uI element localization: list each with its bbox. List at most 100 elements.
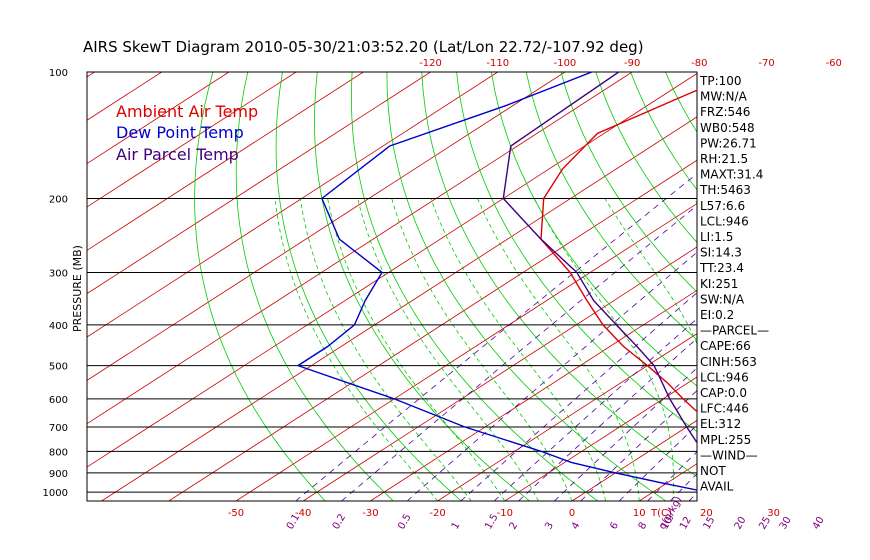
dry-adiabat-grid: [194, 72, 870, 501]
bottom-temp-tick-label: 20: [700, 508, 713, 519]
mixing-ratio-tick-label: 12: [678, 515, 694, 532]
stability-index-item: TT:23.4: [699, 261, 744, 275]
moist-adiabat-line: [533, 198, 674, 501]
dry-adiabat-line: [456, 72, 697, 433]
isotherm-line: [87, 72, 230, 165]
stability-index-item: EL:312: [700, 417, 741, 431]
isotherm-line: [235, 203, 697, 501]
mixing-ratio-line: [518, 337, 697, 501]
pressure-tick-label: 600: [49, 395, 68, 406]
bottom-temp-tick-label: 0: [569, 508, 575, 519]
dry-adiabat-line: [560, 72, 697, 293]
pressure-tick-label: 400: [49, 321, 68, 332]
stability-index-item: EI:0.2: [700, 308, 734, 322]
stability-index-item: CAPE:66: [700, 339, 751, 353]
pressure-tick-label: 500: [49, 362, 68, 373]
stability-index-item: LFC:446: [700, 402, 749, 416]
isotherm-line: [101, 116, 697, 501]
mixing-ratio-tick-label: 40: [811, 515, 827, 532]
dry-adiabat-line: [491, 72, 697, 387]
moist-adiabat-line: [327, 198, 506, 501]
mixing-ratio-line: [460, 292, 697, 501]
isotherm-line: [87, 72, 498, 338]
mixing-ratio-tick-label: 8: [637, 520, 650, 531]
stability-index-item: NOT: [700, 464, 726, 478]
mixing-ratio-line: [647, 451, 697, 501]
moist-adiabat-line: [357, 198, 539, 501]
pressure-tick-label: 700: [49, 423, 68, 434]
moist-adiabat-line: [604, 198, 697, 345]
bottom-axis-unit: T(C): [650, 508, 672, 519]
bottom-temp-tick-label: -20: [429, 508, 445, 519]
mixing-ratio-tick-label: 3: [543, 520, 556, 531]
moist-adiabat-line: [430, 198, 606, 501]
moist-adiabat-line: [477, 198, 640, 501]
mixing-ratio-line: [341, 205, 697, 501]
dry-adiabat-line: [235, 72, 394, 501]
bottom-temp-tick-label: 10: [633, 508, 646, 519]
isotherm-line: [302, 246, 697, 501]
y-axis-label: PRESSURE (MB): [71, 245, 84, 332]
stability-index-item: LCL:946: [700, 214, 749, 228]
stability-index-item: —PARCEL—: [700, 324, 769, 338]
dry-adiabat-line: [525, 72, 697, 341]
stability-index-item: AVAIL: [700, 480, 734, 494]
legend: Ambient Air Temp Dew Point Temp Air Parc…: [116, 102, 258, 164]
pressure-tick-label: 800: [49, 447, 68, 458]
axis-labels: 0.1 0.2 0.5 1 1.5 2 3 4 6 8 10 12 15 20 25 30 4010020030…: [43, 58, 842, 532]
moist-adiabat-line: [274, 198, 438, 501]
mixing-ratio-tick-label: 20: [733, 515, 749, 532]
bottom-temp-tick-label: -40: [295, 508, 311, 519]
mixing-ratio-line: [493, 318, 697, 501]
isotherm-line: [87, 72, 364, 251]
bottom-temp-tick-label: -50: [228, 508, 244, 519]
profile-line-dew-point-temp: [296, 72, 697, 491]
legend-air-parcel-temp: Air Parcel Temp: [116, 145, 239, 164]
profile-line-air-parcel-temp: [502, 72, 697, 444]
pressure-tick-label: 200: [49, 194, 68, 205]
stability-index-item: LCL:946: [700, 370, 749, 384]
isotherm-line: [370, 289, 697, 501]
mixing-ratio-tick-label: 0.5: [396, 512, 413, 531]
dry-adiabat-line: [805, 72, 870, 501]
isotherm-line: [437, 333, 697, 501]
dry-adiabat-line: [770, 72, 870, 501]
stability-index-item: SI:14.3: [700, 246, 742, 260]
moist-adiabat-grid: [274, 198, 870, 502]
stability-index-item: TP:100: [699, 74, 742, 88]
plot-frame: [86, 71, 698, 502]
mixing-ratio-line: [768, 72, 870, 501]
top-temp-tick-label: -110: [486, 58, 509, 69]
dry-adiabat-line: [194, 72, 326, 501]
pressure-tick-label: 100: [49, 68, 68, 79]
top-temp-tick-label: -70: [758, 58, 774, 69]
profile-lines: [296, 72, 697, 491]
isobar-grid: [86, 71, 698, 502]
top-temp-tick-label: -100: [554, 58, 577, 69]
pressure-tick-label: 300: [49, 268, 68, 279]
stability-index-item: CINH:563: [700, 355, 757, 369]
moist-adiabat-line: [807, 199, 870, 502]
bottom-temp-tick-label: -30: [362, 508, 378, 519]
isotherm-line: [0, 72, 27, 501]
stability-index-item: KI:251: [700, 277, 738, 291]
bottom-temp-tick-label: -10: [497, 508, 513, 519]
mixing-ratio-line: [295, 173, 697, 501]
isotherm-line: [87, 72, 566, 381]
dry-adiabat-line: [839, 72, 870, 501]
mixing-ratio-line: [789, 72, 870, 501]
moist-adiabat-line: [299, 198, 472, 501]
mixing-ratio-line: [744, 72, 870, 501]
mixing-ratio-tick-label: 6: [608, 520, 621, 531]
dry-adiabat-line: [275, 72, 462, 501]
top-temp-tick-label: -80: [691, 58, 707, 69]
stability-index-item: L57:6.6: [700, 199, 745, 213]
isotherm-line: [774, 72, 870, 501]
dry-adiabat-line: [386, 72, 667, 501]
isotherm-line: [504, 376, 697, 501]
dry-adiabat-line: [421, 72, 697, 478]
top-temp-tick-label: -60: [826, 58, 842, 69]
stability-index-item: SW:N/A: [700, 292, 745, 306]
